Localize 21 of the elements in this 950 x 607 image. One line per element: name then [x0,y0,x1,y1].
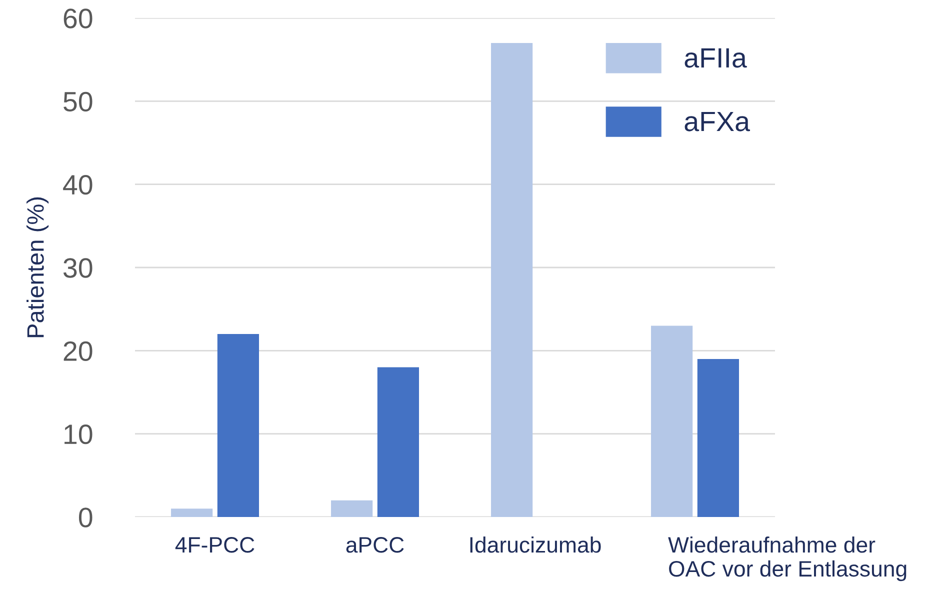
x-tick-label: Wiederaufnahme der OAC vor der Entlassung [668,536,906,582]
y-tick-label: 0 [78,508,92,528]
legend-label: aFXa [684,112,750,132]
y-tick-label: 50 [64,92,92,112]
bar [377,367,419,517]
legend-label: aFIIa [684,48,747,68]
x-tick-label: 4F-PCC [175,537,254,553]
bar [651,326,693,517]
bar [171,508,213,517]
bar [491,42,533,517]
y-tick-label: 30 [64,258,92,278]
y-tick-label: 40 [63,175,92,195]
bar [331,500,373,517]
bar [217,334,259,517]
bar [697,358,739,517]
x-tick-label: Idarucizumab [470,536,601,553]
y-axis-title: Patienten (%) [26,197,49,338]
y-tick-label: 10 [64,424,92,444]
x-tick-label: aPCC [346,537,404,553]
y-tick-label: 20 [64,341,92,362]
y-tick-label: 60 [64,8,92,28]
